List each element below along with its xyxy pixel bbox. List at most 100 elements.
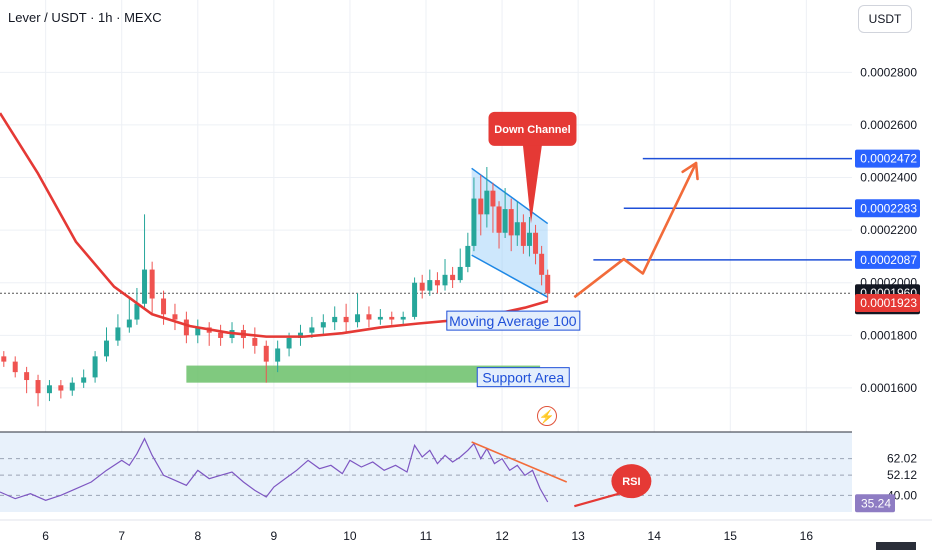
candle-body [1,356,7,362]
chart-title: Lever / USDT · 1h · MEXC [8,10,162,25]
rsi-badge-label: RSI [622,476,640,488]
rsi-value-tag [855,494,895,513]
support-label: Support Area [482,370,564,386]
currency-button[interactable]: USDT [858,5,912,33]
candle-body [104,340,109,357]
candle-body [539,253,545,275]
x-tick-label: 12 [495,529,509,543]
candle-body [286,337,292,349]
rsi-value-label: 35.24 [861,496,891,510]
rsi-divergence-line [471,441,568,483]
candle-body [12,361,18,373]
candle-body [514,222,520,236]
drawings: Down Channel Moving Average 100 Support Ar… [446,111,699,508]
price-tag-value: 0.0002472 [860,152,917,166]
candle-body [134,303,140,320]
candle-body [471,198,477,246]
candle-body [434,280,440,286]
y-tick-label: 0.0001600 [860,381,917,395]
candle-body [427,280,433,291]
down-channel-callout [488,111,577,146]
candle-body [502,209,508,233]
ma-label-box [446,310,581,331]
lightning-icon[interactable]: ⚡ [537,406,557,426]
y-tick-label: 0.0002800 [860,65,917,79]
candle-body [343,316,349,323]
channel-lower-line [471,254,549,298]
candle-body [275,348,281,362]
candle-body [533,232,539,254]
candle-body [58,385,64,391]
candles [1,167,551,407]
candle-body [332,316,338,323]
candle-body [309,327,315,333]
candle-body [46,385,52,394]
rsi-tick-label: 52.12 [887,468,917,482]
y-tick-label: 0.0002600 [860,118,917,132]
price-tag [855,293,920,312]
price-scale-bg [852,40,932,520]
candle-body [81,377,87,383]
candle-body [520,222,526,246]
candle-body [252,337,258,346]
x-tick-label: 8 [194,529,201,543]
down-channel-pointer [522,140,543,224]
scroll-marker [876,542,916,550]
price-tag [855,199,920,218]
candle-body [400,316,406,320]
candle-body [263,345,269,362]
rsi-layer [0,437,549,503]
price-tag-value: 0.0002087 [860,253,917,267]
grid [0,0,852,512]
candle-body [115,327,121,341]
candle-body [161,298,167,315]
support-zone [186,365,541,383]
price-tag-value: 0.0002283 [860,201,917,215]
candle-body [389,316,395,320]
x-tick-label: 14 [648,529,662,543]
ma-label: Moving Average 100 [449,313,577,329]
candle-body [419,282,425,291]
candle-body [126,319,132,328]
candle-body [496,206,502,233]
x-tick-label: 10 [343,529,357,543]
candle-body [149,269,155,299]
candle-body [218,332,224,338]
channel-upper-line [471,167,549,225]
candle-body [195,327,201,336]
price-tag [855,149,920,168]
candle-body [526,232,532,246]
projection-arrow [573,162,698,299]
candle-body [508,209,514,236]
candle-body [142,269,148,304]
rsi-badge [611,464,652,499]
rsi-line [0,437,549,503]
x-tick-label: 7 [118,529,125,543]
candle-body [69,382,75,391]
candle-body [450,274,456,281]
candle-body [172,314,178,320]
candle-body [366,314,372,320]
rsi-pane-background [0,431,852,512]
candle-body [457,266,463,281]
candle-body [478,198,484,215]
candle-body [484,190,490,215]
x-tick-label: 6 [42,529,49,543]
y-tick-label: 0.0002400 [860,171,917,185]
candle-body [490,190,496,207]
rsi-tick-label: 62.02 [887,452,917,466]
candle-body [355,314,361,323]
candle-body [297,332,303,338]
y-tick-label: 0.0001800 [860,328,917,342]
support-label-box [476,367,570,388]
candle-body [35,380,41,394]
projection-arrowhead [681,161,698,174]
price-labels: 0.00024720.00022830.00020870.000196011:4… [855,149,920,550]
down-channel-label: Down Channel [494,124,570,136]
candle-body [24,372,30,381]
rsi-pane-fill [0,432,852,512]
x-tick-label: 13 [571,529,585,543]
candle-body [183,319,189,336]
level-lines [0,157,852,294]
